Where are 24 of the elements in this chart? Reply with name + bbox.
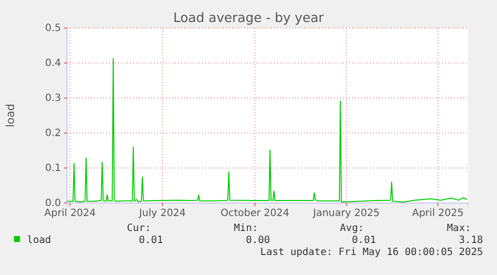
text: 0.01 <box>352 235 376 246</box>
x-tick-label: October 2024 <box>220 208 290 220</box>
y-tick-label: 0.3 <box>45 93 61 104</box>
chart-title: Load average - by year <box>173 11 324 26</box>
y-tick-label: 0.5 <box>45 23 61 34</box>
y-tick-label: 0.2 <box>45 128 61 140</box>
text: 3.18 <box>458 235 483 246</box>
legend-label: load <box>27 235 52 246</box>
text: Cur: <box>126 223 151 234</box>
text: Max: <box>446 223 471 234</box>
x-tick-label: July 2024 <box>138 208 186 220</box>
text: 0.01 <box>138 235 163 246</box>
y-axis-title: load <box>4 104 17 128</box>
line-series <box>66 58 468 202</box>
text: Min: <box>234 223 258 234</box>
x-tick-label: April 2025 <box>412 208 464 220</box>
x-tick-label: April 2024 <box>44 208 96 220</box>
y-tick-label: 0.1 <box>45 163 61 174</box>
text: Last update: Fri May 16 00:00:05 2025 <box>260 247 483 258</box>
y-tick-label: 0.0 <box>45 198 61 210</box>
text: Avg: <box>340 223 364 234</box>
x-tick-label: January 2025 <box>312 208 380 220</box>
y-tick-label: 0.4 <box>45 58 61 70</box>
text: 0.00 <box>246 235 270 246</box>
